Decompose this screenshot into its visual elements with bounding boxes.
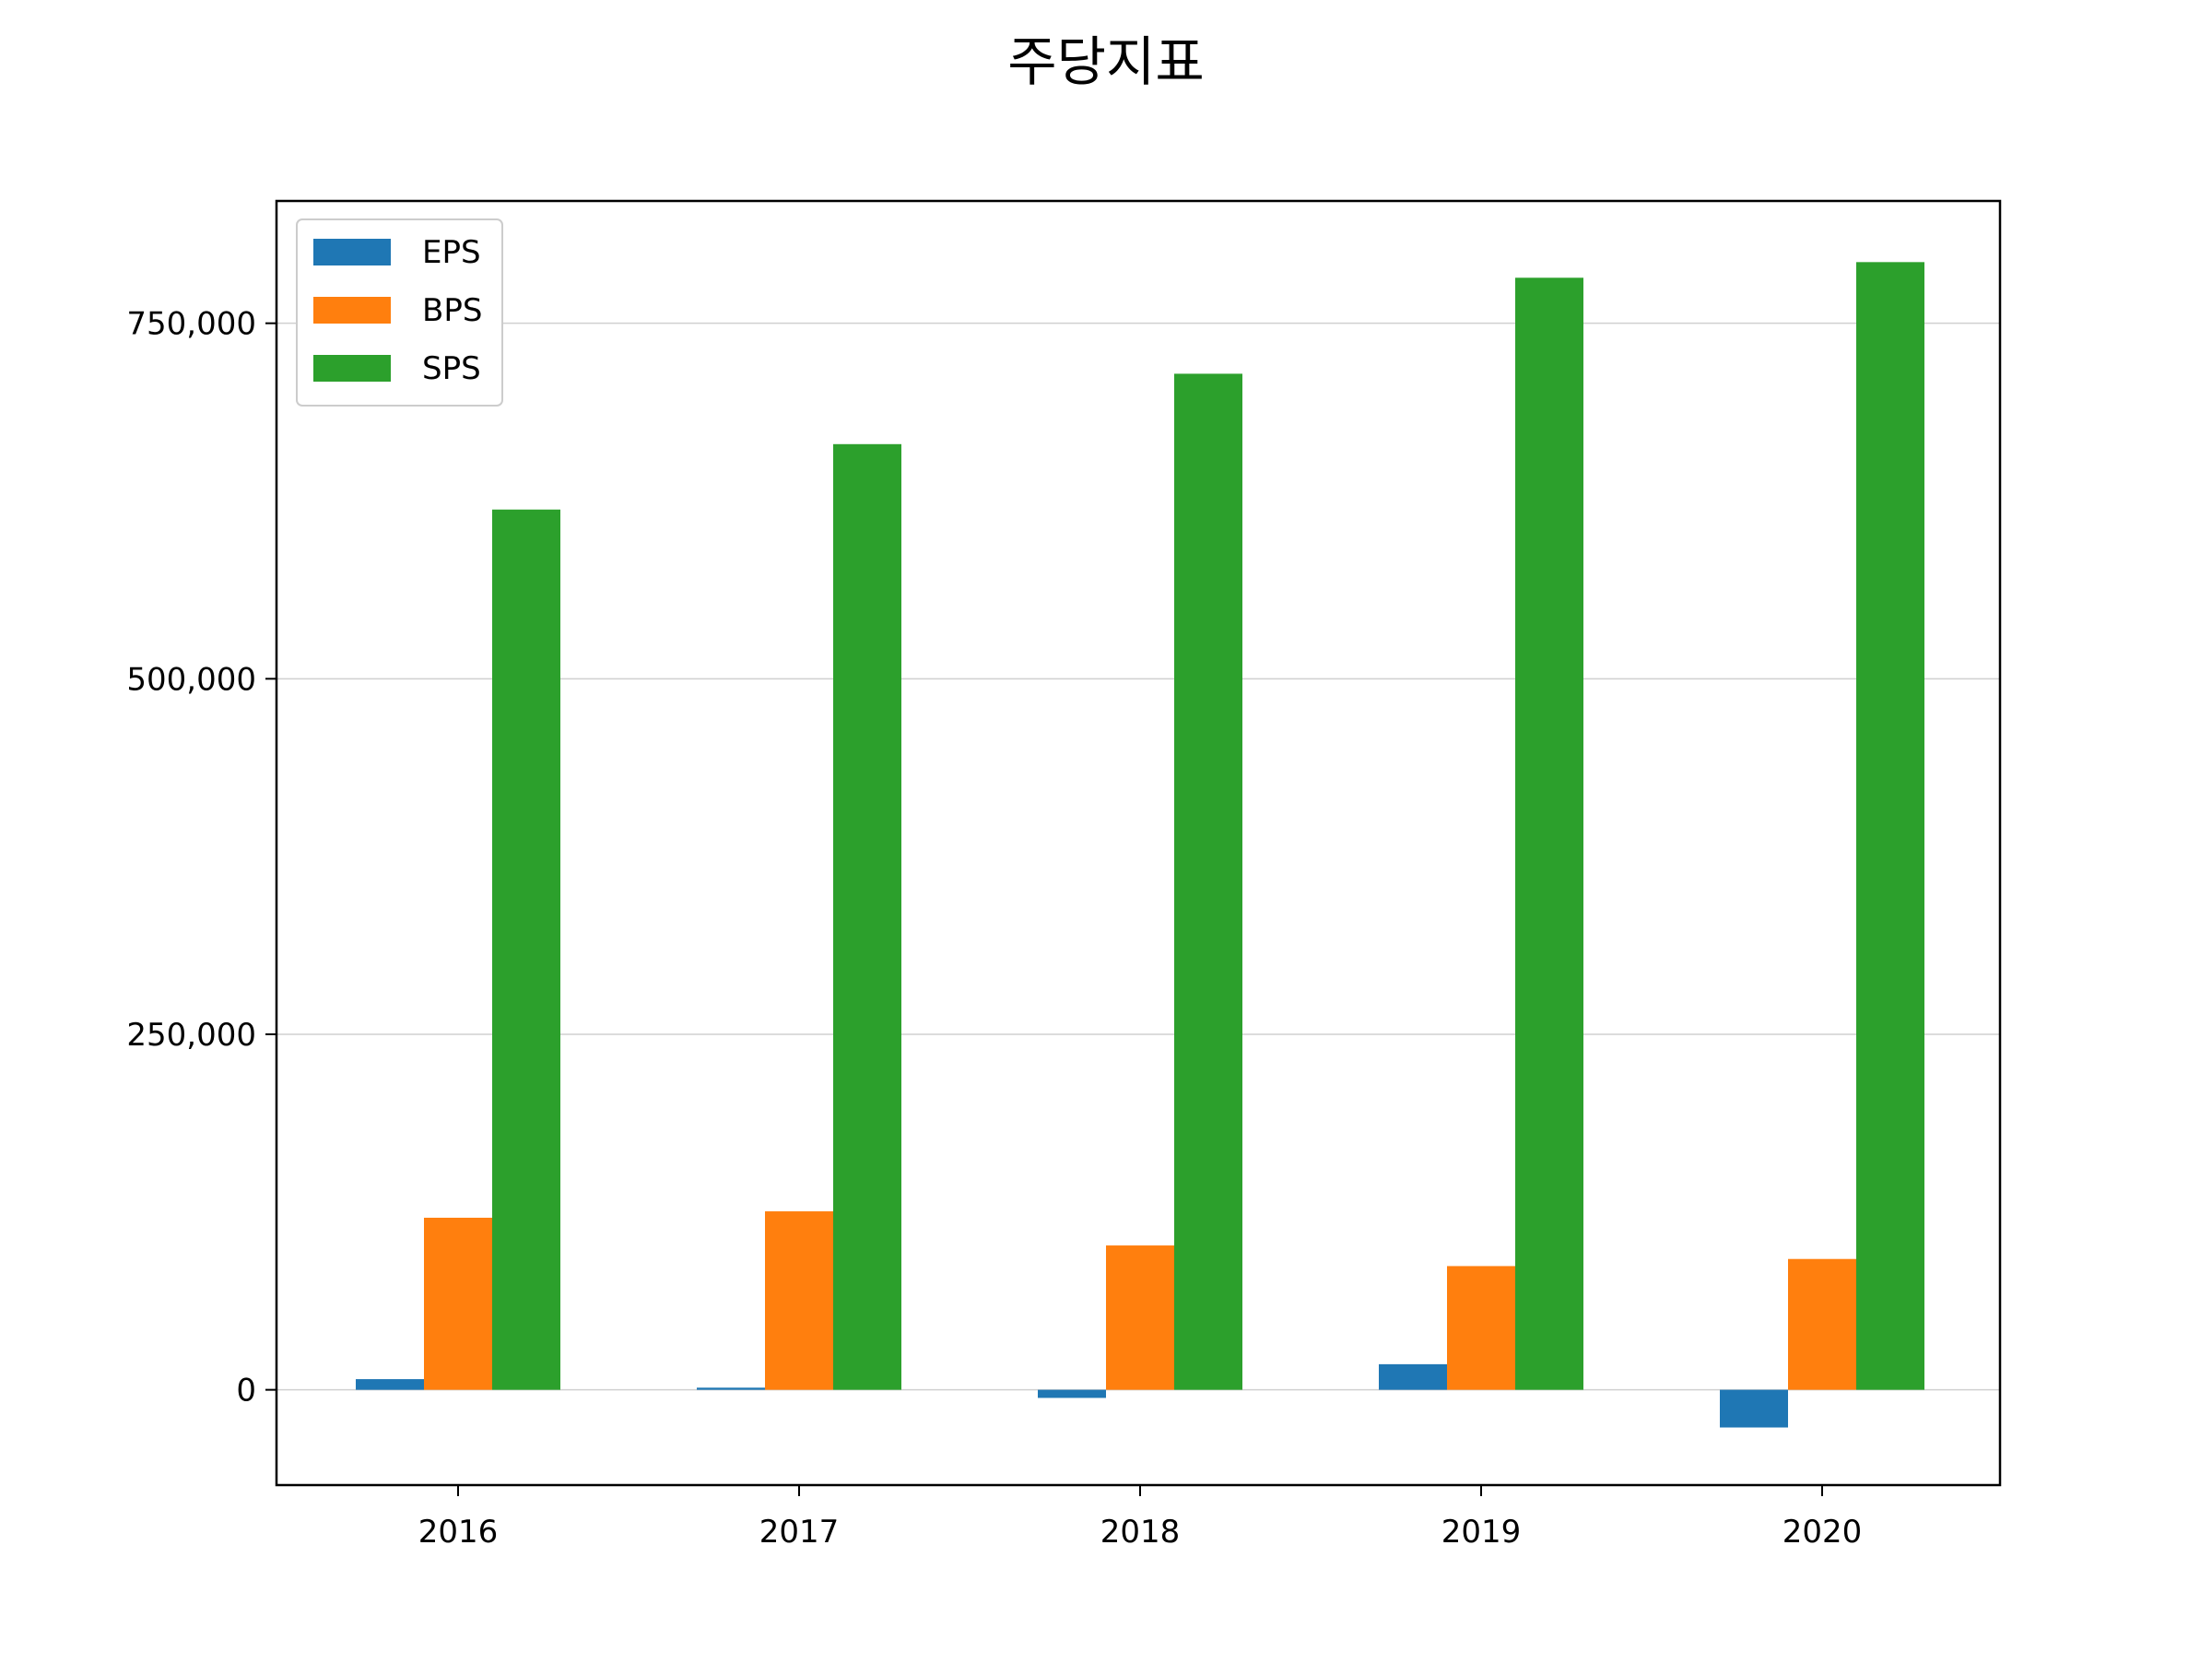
bar-eps-2018: [1038, 1389, 1106, 1398]
legend-swatch-bps: [313, 297, 391, 324]
x-tick-label: 2017: [759, 1514, 840, 1551]
bar-eps-2020: [1720, 1389, 1788, 1428]
bar-bps-2020: [1788, 1258, 1856, 1390]
bar-eps-2017: [697, 1387, 765, 1390]
legend-swatch-eps: [313, 239, 391, 265]
y-axis: 0 250,000 500,000 750,000: [126, 306, 276, 1409]
y-tick-label: 0: [236, 1373, 256, 1409]
bars: [356, 262, 1924, 1428]
bar-sps-2020: [1856, 262, 1924, 1390]
y-tick-label: 500,000: [126, 661, 256, 698]
legend-label-sps: SPS: [422, 350, 481, 387]
y-tick-label: 750,000: [126, 306, 256, 343]
legend-swatch-sps: [313, 355, 391, 382]
bar-sps-2017: [833, 443, 901, 1390]
x-tick-label: 2016: [418, 1514, 499, 1551]
y-tick-label: 250,000: [126, 1017, 256, 1054]
bar-bps-2018: [1106, 1245, 1174, 1390]
legend: EPS BPS SPS: [296, 218, 503, 407]
bar-bps-2017: [765, 1211, 833, 1390]
legend-label-bps: BPS: [422, 292, 482, 329]
plot-area-frame: [275, 199, 2002, 1487]
x-axis: 2016 2017 2018 2019 2020: [418, 1485, 1863, 1551]
bar-sps-2018: [1174, 373, 1242, 1390]
x-tick-label: 2018: [1100, 1514, 1181, 1551]
bar-sps-2016: [492, 509, 560, 1390]
bar-eps-2019: [1379, 1363, 1447, 1390]
bar-bps-2016: [424, 1217, 492, 1390]
x-tick-label: 2020: [1783, 1514, 1863, 1551]
bar-bps-2019: [1447, 1266, 1515, 1390]
bar-eps-2016: [356, 1379, 424, 1390]
legend-label-eps: EPS: [422, 234, 481, 271]
chart-title: 주당지표: [1007, 30, 1204, 93]
x-tick-label: 2019: [1441, 1514, 1522, 1551]
bar-sps-2019: [1515, 277, 1583, 1390]
